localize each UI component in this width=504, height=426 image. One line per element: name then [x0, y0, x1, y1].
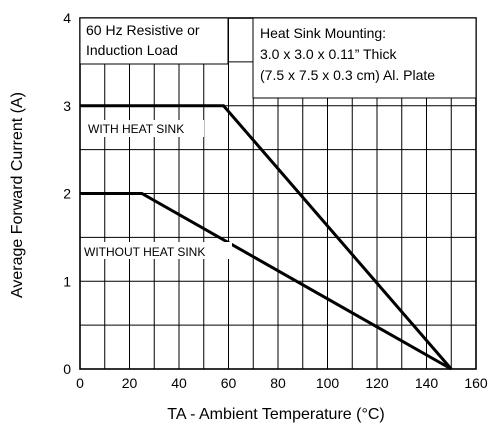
x-tick-label: 40 — [171, 375, 187, 391]
mounting-note-line-2: 3.0 x 3.0 x 0.11” Thick — [260, 46, 397, 62]
x-tick-label: 20 — [122, 375, 138, 391]
x-tick-label: 100 — [316, 375, 340, 391]
y-tick-label: 1 — [63, 273, 71, 289]
series-label-without-heat-sink: WITHOUT HEAT SINK — [84, 245, 205, 259]
y-tick-label: 2 — [63, 186, 71, 202]
series-line-0 — [80, 104, 453, 370]
mounting-note-line-3: (7.5 x 7.5 x 0.3 cm) Al. Plate — [260, 67, 435, 83]
x-tick-label: 0 — [76, 375, 84, 391]
x-tick-labels: 0 20 40 60 80 100 120 140 160 — [76, 375, 488, 391]
series-label-bg-with — [84, 120, 204, 137]
y-tick-label: 0 — [63, 361, 71, 377]
x-tick-label: 80 — [270, 375, 286, 391]
x-tick-label: 140 — [415, 375, 439, 391]
y-tick-labels: 0 1 2 3 4 — [63, 10, 71, 377]
series-layer — [80, 104, 453, 371]
load-note-line-2: Induction Load — [86, 42, 178, 58]
x-tick-label: 60 — [221, 375, 237, 391]
x-axis-label: TA - Ambient Temperature (°C) — [167, 406, 384, 423]
series-label-bg-without — [82, 242, 232, 259]
series-label-with-heat-sink: WITH HEAT SINK — [88, 122, 184, 136]
mounting-note-line-1: Heat Sink Mounting: — [260, 25, 386, 41]
load-note-line-1: 60 Hz Resistive or — [86, 22, 200, 38]
y-axis-label: Average Forward Current (A) — [9, 92, 26, 298]
y-tick-label: 3 — [63, 98, 71, 114]
series-line-1 — [80, 192, 452, 371]
y-tick-label: 4 — [63, 10, 71, 26]
mounting-note-box — [252, 17, 477, 99]
x-tick-label: 120 — [365, 375, 389, 391]
x-tick-label: 160 — [464, 375, 488, 391]
load-note-box — [79, 17, 229, 65]
